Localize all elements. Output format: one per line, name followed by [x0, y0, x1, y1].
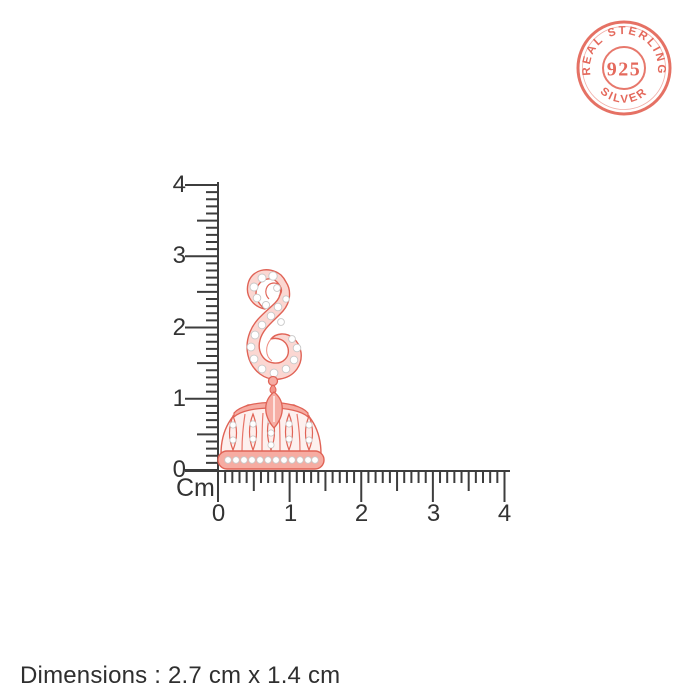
badge-outer-ring — [576, 20, 672, 116]
vertical-axis-label: 0 — [172, 456, 186, 483]
earring-connector — [267, 375, 279, 395]
horizontal-axis-label: 1 — [283, 500, 298, 527]
vertical-axis-label: 4 — [172, 171, 186, 198]
horizontal-axis-label: 0 — [211, 500, 226, 527]
badge-center-ring — [602, 46, 646, 90]
vertical-axis-label: 3 — [172, 242, 186, 269]
swirl-crystals — [246, 271, 302, 378]
horizontal-axis-label: 2 — [354, 500, 369, 527]
vertical-axis-label: 2 — [172, 314, 186, 341]
vertical-axis-label: 1 — [172, 385, 186, 412]
sterling-silver-925-stamp: REAL STERLING SILVER 925 — [574, 18, 674, 118]
horizontal-axis-label: 3 — [426, 500, 441, 527]
unit-label: Cm — [176, 474, 215, 502]
rim-crystals — [224, 456, 319, 464]
earring-product-image — [215, 264, 327, 474]
horizontal-axis-label: 4 — [497, 500, 512, 527]
badge-925-text: 925 — [607, 59, 642, 81]
dimensions-text: Dimensions : 2.7 cm x 1.4 cm — [20, 662, 341, 689]
earring-jhumka-dome — [217, 391, 325, 470]
badge-inner-thin-ring — [582, 26, 666, 110]
